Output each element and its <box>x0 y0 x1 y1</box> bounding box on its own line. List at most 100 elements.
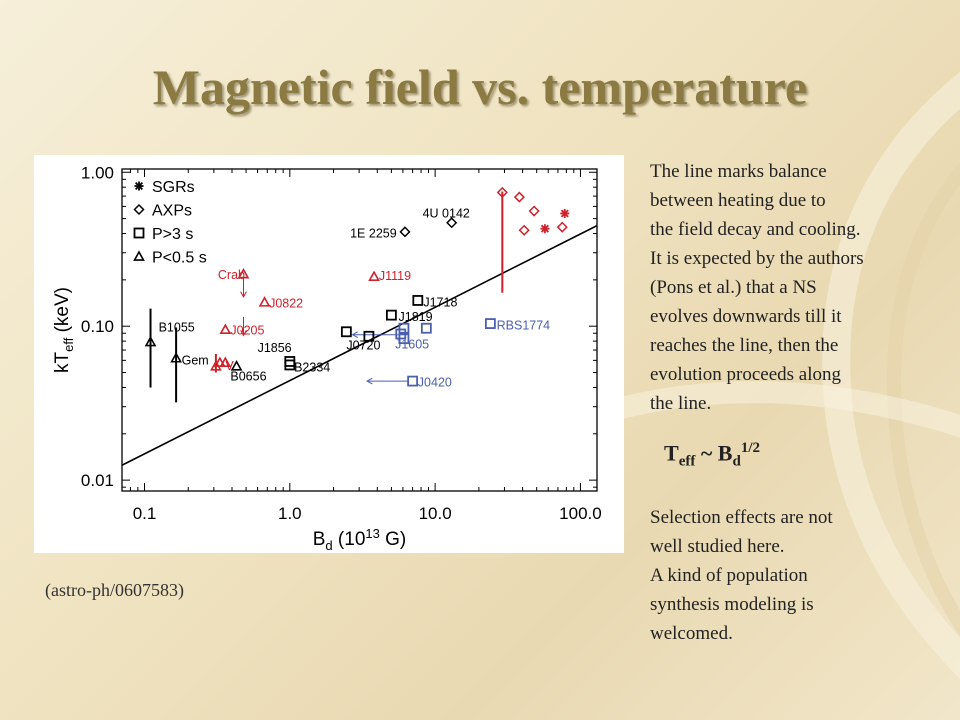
y-axis-label: kTeff (keV) <box>52 287 76 373</box>
triangle-point <box>144 335 157 347</box>
diamond-point <box>556 221 568 233</box>
legend-label: P>3 s <box>152 226 193 243</box>
x-axis-label: Bd (1013 G) <box>313 526 407 553</box>
point-label: J0822 <box>269 297 303 311</box>
legend-marker <box>133 227 145 239</box>
square-point <box>398 333 410 345</box>
triangle-point <box>237 267 250 279</box>
x-tick-label: 0.1 <box>133 504 157 523</box>
square-point <box>412 295 424 306</box>
point-label: Gem <box>182 353 209 367</box>
selection-line: A kind of population <box>650 565 808 586</box>
point-label: J0720 <box>346 338 380 352</box>
point-label: B1055 <box>159 321 195 335</box>
diamond-point <box>399 226 411 238</box>
point-label: J1856 <box>258 341 292 355</box>
point-label: 1E 2259 <box>350 227 397 241</box>
selection-line: synthesis modeling is <box>650 594 814 615</box>
legend-marker <box>133 250 145 261</box>
point-label: J1605 <box>395 338 429 352</box>
legend-label: SGRs <box>152 179 195 196</box>
square-point <box>407 375 419 387</box>
description-line: the field decay and cooling. <box>650 219 861 240</box>
description-text: The line marks balance between heating d… <box>650 157 940 418</box>
triangle-point <box>170 352 182 363</box>
triangle-point <box>219 323 232 335</box>
point-label: J1819 <box>399 310 433 324</box>
citation: (astro-ph/0607583) <box>45 580 184 600</box>
point-label: J1119 <box>379 269 411 283</box>
description-line: evolves downwards till it <box>650 306 842 327</box>
legend-label: P<0.5 s <box>152 250 207 267</box>
star-point <box>540 224 550 234</box>
x-tick-label: 100.0 <box>559 504 602 523</box>
arrow-head <box>240 291 247 298</box>
point-label: 4U 0142 <box>423 206 470 220</box>
scaling-formula: Teff ~ Bd1/2 <box>664 440 760 471</box>
square-point <box>385 309 397 321</box>
legend-marker <box>133 203 145 216</box>
point-label: J0420 <box>418 376 452 390</box>
diamond-point <box>513 191 525 203</box>
diamond-point <box>518 224 530 236</box>
star-stroke <box>540 224 549 233</box>
y-tick-label: 1.00 <box>81 163 114 182</box>
formula-op: ~ <box>695 440 718 466</box>
square-point <box>340 326 352 338</box>
square-point <box>284 356 296 367</box>
legend-label: AXPs <box>152 203 192 220</box>
formula-lhs: T <box>664 440 679 466</box>
arrow-head <box>240 330 247 337</box>
square-point <box>284 359 296 371</box>
square-point <box>484 318 496 329</box>
description-line: The line marks balance <box>650 161 827 182</box>
square-point <box>398 322 410 334</box>
square-point <box>363 330 375 342</box>
triangle-point <box>368 270 380 281</box>
description-line: reaches the line, then the <box>650 335 839 356</box>
selection-line: well studied here. <box>650 536 785 557</box>
point-label: B0656 <box>230 370 266 384</box>
description-line: (Pons et al.) that a NS <box>650 277 817 298</box>
star-stroke <box>560 209 569 218</box>
legend-marker <box>134 181 144 191</box>
formula-lhs-sub: eff <box>678 453 696 470</box>
point-label: Crab <box>218 268 245 282</box>
square-point <box>420 322 432 334</box>
decorative-swoosh <box>580 71 960 680</box>
x-tick-label: 1.0 <box>278 504 302 523</box>
point-label: J0205 <box>230 323 264 337</box>
diamond-point <box>528 205 540 217</box>
point-label: B2334 <box>294 360 330 374</box>
arrow-head <box>366 377 373 385</box>
diamond-point <box>446 217 458 229</box>
x-tick-label: 10.0 <box>419 504 452 523</box>
chart-panel: 0.1 1.0 10.0 100.0 0.01 0.10 1.00 Bd (1013 G) kT… <box>34 155 624 553</box>
selection-line: Selection effects are not <box>650 507 833 528</box>
balance-line <box>121 224 598 466</box>
triangle-point <box>213 356 226 368</box>
formula-rhs-sub: d <box>732 453 741 470</box>
description-line: evolution proceeds along <box>650 364 842 385</box>
formula-rhs: B <box>717 440 733 466</box>
diamond-point <box>496 186 508 198</box>
arrow-head <box>351 331 359 339</box>
description-line: between heating due to <box>650 190 826 211</box>
star-point <box>560 208 570 218</box>
y-tick-label: 0.10 <box>81 317 114 336</box>
description-line: It is expected by the authors <box>650 248 864 269</box>
point-label: V <box>225 359 234 373</box>
y-tick-label: 0.01 <box>81 471 114 490</box>
temperature-field-chart: 0.1 1.0 10.0 100.0 0.01 0.10 1.00 Bd (1013 G) kT… <box>52 163 602 553</box>
star-stroke <box>134 181 144 191</box>
formula-rhs-sup: 1/2 <box>740 440 760 456</box>
slide-title: Magnetic field vs. temperature <box>152 59 808 115</box>
selection-line: welcomed. <box>650 623 733 644</box>
triangle-point <box>230 360 243 371</box>
triangle-point <box>258 296 271 307</box>
point-label: J1718 <box>423 295 457 309</box>
point-label: RBS1774 <box>497 319 551 333</box>
triangle-point <box>219 356 232 368</box>
description-line: the line. <box>650 393 712 414</box>
selection-text: Selection effects are not well studied h… <box>650 503 940 648</box>
